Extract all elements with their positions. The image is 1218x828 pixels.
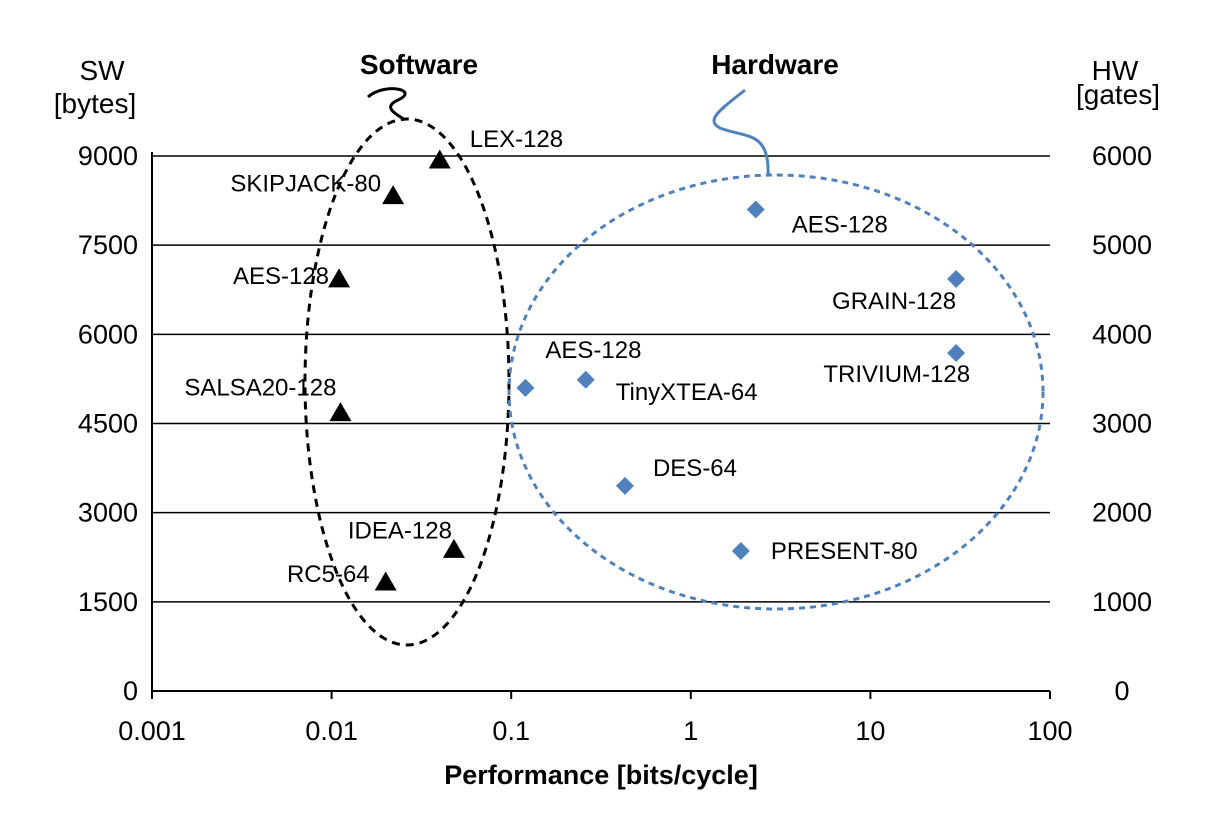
hardware-callout bbox=[712, 88, 770, 177]
hardware-point-label: AES-128 bbox=[792, 212, 888, 239]
hardware-point-marker bbox=[947, 344, 966, 363]
hardware-point-marker bbox=[947, 270, 966, 289]
software-point-label: SKIPJACK-80 bbox=[230, 171, 381, 198]
hardware-point-label: PRESENT-80 bbox=[771, 538, 918, 565]
x-tick-label: 0.01 bbox=[305, 716, 358, 746]
gridlines bbox=[152, 155, 1050, 603]
x-tick-label: 0.1 bbox=[492, 716, 530, 746]
x-tick-labels: 0.001 0.01 0.1 1 10 100 bbox=[118, 716, 1072, 746]
hardware-point-marker bbox=[576, 370, 595, 389]
axes bbox=[151, 152, 1051, 699]
software-point-marker bbox=[428, 149, 451, 169]
x-tick-label: 10 bbox=[855, 716, 885, 746]
x-tick-label: 1 bbox=[683, 716, 698, 746]
data-points: LEX-128 SKIPJACK-80 AES-128 SALSA20-128 IDEA… bbox=[184, 126, 970, 591]
left-tick-label: 7500 bbox=[78, 230, 138, 260]
hardware-point-marker bbox=[746, 200, 765, 219]
hardware-point-label: AES-128 bbox=[545, 337, 641, 364]
software-group-title: Software bbox=[360, 49, 478, 80]
left-tick-label: 3000 bbox=[78, 498, 138, 528]
left-axis-title-line2: [bytes] bbox=[54, 88, 136, 119]
software-point-marker bbox=[329, 402, 352, 422]
left-axis-title-line1: SW bbox=[79, 55, 125, 86]
left-tick-label: 6000 bbox=[78, 319, 138, 349]
left-tick-label: 9000 bbox=[78, 141, 138, 171]
software-point-marker bbox=[442, 538, 465, 558]
left-tick-label: 1500 bbox=[78, 587, 138, 617]
right-tick-label: 2000 bbox=[1092, 498, 1152, 528]
x-tick-label: 100 bbox=[1027, 716, 1072, 746]
software-point-label: AES-128 bbox=[233, 263, 329, 290]
software-point-label: SALSA20-128 bbox=[184, 375, 336, 402]
hardware-group-title: Hardware bbox=[711, 49, 839, 80]
software-point-label: IDEA-128 bbox=[348, 517, 452, 544]
hardware-point-label: DES-64 bbox=[653, 455, 737, 482]
hardware-point-label: TinyXTEA-64 bbox=[616, 379, 758, 406]
left-tick-labels: 0 1500 3000 4500 6000 7500 9000 bbox=[78, 141, 138, 706]
right-tick-label: 1000 bbox=[1092, 587, 1152, 617]
left-tick-label: 0 bbox=[123, 676, 138, 706]
right-tick-label: 3000 bbox=[1092, 409, 1152, 439]
software-point-marker bbox=[328, 268, 351, 288]
hardware-point-marker bbox=[615, 476, 634, 495]
right-tick-label: 5000 bbox=[1092, 230, 1152, 260]
x-tick-label: 0.001 bbox=[118, 716, 186, 746]
software-point-label: LEX-128 bbox=[470, 126, 563, 153]
right-tick-label: 6000 bbox=[1092, 141, 1152, 171]
hardware-point-label: GRAIN-128 bbox=[832, 288, 956, 315]
software-callout bbox=[367, 87, 407, 122]
group-outlines bbox=[303, 87, 1045, 647]
right-tick-label: 0 bbox=[1114, 676, 1129, 706]
hardware-point-label: TRIVIUM-128 bbox=[823, 361, 970, 388]
right-tick-label: 4000 bbox=[1092, 319, 1152, 349]
hardware-ellipse bbox=[507, 173, 1045, 611]
hardware-point-marker bbox=[731, 542, 750, 561]
x-axis-title: Performance [bits/cycle] bbox=[444, 760, 758, 790]
right-axis-title-line1: HW bbox=[1092, 55, 1139, 86]
software-point-marker bbox=[374, 571, 397, 591]
right-tick-labels: 0 1000 2000 3000 4000 5000 6000 bbox=[1092, 141, 1152, 706]
software-point-marker bbox=[382, 185, 405, 205]
software-point-label: RC5-64 bbox=[287, 561, 370, 588]
hardware-point-marker bbox=[516, 378, 535, 397]
left-tick-label: 4500 bbox=[78, 409, 138, 439]
right-axis-title-line2: [gates] bbox=[1076, 79, 1160, 110]
